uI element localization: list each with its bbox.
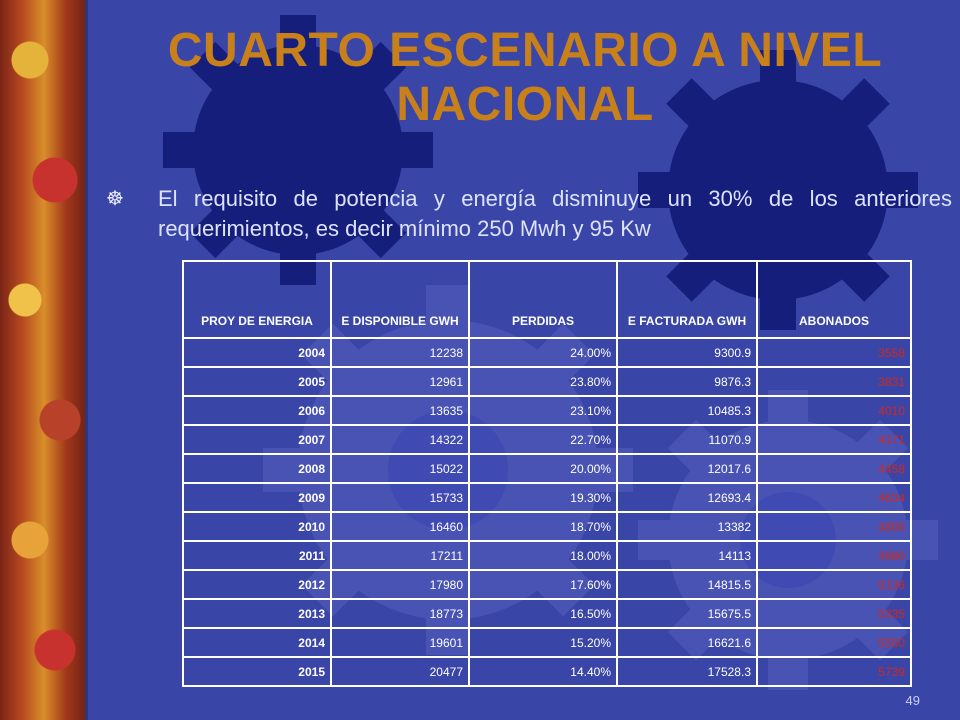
- cell-e-disponible: 18773: [330, 598, 470, 629]
- cell-e-disponible: 17980: [330, 569, 470, 600]
- bullet-point: ☸ El requisito de potencia y energía dis…: [106, 184, 952, 244]
- cell-year: 2006: [182, 395, 332, 426]
- wheel-bullet-icon: ☸: [106, 188, 124, 210]
- table-row: 2006 13635 23.10% 10485.3 4010: [182, 395, 912, 426]
- header-e-facturada: E FACTURADA GWH: [616, 260, 758, 339]
- cell-year: 2012: [182, 569, 332, 600]
- cell-perdidas: 14.40%: [468, 656, 618, 687]
- cell-e-disponible: 15733: [330, 482, 470, 513]
- cell-abonados: 3558: [756, 337, 912, 368]
- cell-e-disponible: 17211: [330, 540, 470, 571]
- cell-e-facturada: 14113: [616, 540, 758, 571]
- cell-e-facturada: 14815.5: [616, 569, 758, 600]
- cell-e-disponible: 19601: [330, 627, 470, 658]
- decorative-left-strip: [0, 0, 88, 720]
- cell-e-facturada: 10485.3: [616, 395, 758, 426]
- cell-perdidas: 22.70%: [468, 424, 618, 455]
- cell-year: 2008: [182, 453, 332, 484]
- cell-year: 2009: [182, 482, 332, 513]
- table-row: 2007 14322 22.70% 11070.9 4171: [182, 424, 912, 455]
- table-row: 2009 15733 19.30% 12693.4 4634: [182, 482, 912, 513]
- cell-abonados: 4805: [756, 511, 912, 542]
- cell-abonados: 4458: [756, 453, 912, 484]
- cell-perdidas: 16.50%: [468, 598, 618, 629]
- cell-e-facturada: 9876.3: [616, 366, 758, 397]
- cell-perdidas: 18.00%: [468, 540, 618, 571]
- cell-year: 2014: [182, 627, 332, 658]
- cell-e-disponible: 12961: [330, 366, 470, 397]
- table-row: 2008 15022 20.00% 12017.6 4458: [182, 453, 912, 484]
- table-row: 2014 19601 15.20% 16621.6 5550: [182, 627, 912, 658]
- header-proy-energia: PROY DE ENERGIA: [182, 260, 332, 339]
- cell-e-disponible: 15022: [330, 453, 470, 484]
- cell-e-disponible: 12238: [330, 337, 470, 368]
- cell-e-facturada: 15675.5: [616, 598, 758, 629]
- cell-perdidas: 23.10%: [468, 395, 618, 426]
- cell-e-facturada: 12693.4: [616, 482, 758, 513]
- cell-e-facturada: 11070.9: [616, 424, 758, 455]
- cell-year: 2007: [182, 424, 332, 455]
- cell-perdidas: 18.70%: [468, 511, 618, 542]
- header-abonados: ABONADOS: [756, 260, 912, 339]
- cell-e-disponible: 16460: [330, 511, 470, 542]
- cell-e-facturada: 12017.6: [616, 453, 758, 484]
- cell-abonados: 4171: [756, 424, 912, 455]
- cell-year: 2015: [182, 656, 332, 687]
- cell-year: 2004: [182, 337, 332, 368]
- cell-abonados: 5335: [756, 598, 912, 629]
- cell-abonados: 3831: [756, 366, 912, 397]
- table-header-row: PROY DE ENERGIA E DISPONIBLE GWH PERDIDA…: [182, 260, 912, 339]
- cell-abonados: 5739: [756, 656, 912, 687]
- cell-abonados: 4634: [756, 482, 912, 513]
- cell-year: 2010: [182, 511, 332, 542]
- cell-abonados: 4010: [756, 395, 912, 426]
- cell-year: 2011: [182, 540, 332, 571]
- cell-perdidas: 15.20%: [468, 627, 618, 658]
- table-row: 2011 17211 18.00% 14113 4980: [182, 540, 912, 571]
- header-perdidas: PERDIDAS: [468, 260, 618, 339]
- cell-abonados: 5550: [756, 627, 912, 658]
- cell-e-disponible: 20477: [330, 656, 470, 687]
- cell-perdidas: 20.00%: [468, 453, 618, 484]
- table-row: 2005 12961 23.80% 9876.3 3831: [182, 366, 912, 397]
- cell-perdidas: 24.00%: [468, 337, 618, 368]
- cell-abonados: 4980: [756, 540, 912, 571]
- table-row: 2012 17980 17.60% 14815.5 5136: [182, 569, 912, 600]
- cell-e-facturada: 17528.3: [616, 656, 758, 687]
- cell-e-facturada: 9300.9: [616, 337, 758, 368]
- page-number: 49: [905, 693, 920, 708]
- cell-e-facturada: 13382: [616, 511, 758, 542]
- cell-e-disponible: 13635: [330, 395, 470, 426]
- cell-perdidas: 23.80%: [468, 366, 618, 397]
- cell-perdidas: 19.30%: [468, 482, 618, 513]
- cell-e-disponible: 14322: [330, 424, 470, 455]
- table-row: 2015 20477 14.40% 17528.3 5739: [182, 656, 912, 687]
- bullet-text: El requisito de potencia y energía dismi…: [158, 186, 952, 241]
- table-row: 2004 12238 24.00% 9300.9 3558: [182, 337, 912, 368]
- cell-perdidas: 17.60%: [468, 569, 618, 600]
- energy-projection-table: PROY DE ENERGIA E DISPONIBLE GWH PERDIDA…: [182, 260, 912, 687]
- table-row: 2013 18773 16.50% 15675.5 5335: [182, 598, 912, 629]
- cell-e-facturada: 16621.6: [616, 627, 758, 658]
- cell-year: 2013: [182, 598, 332, 629]
- table-row: 2010 16460 18.70% 13382 4805: [182, 511, 912, 542]
- cell-abonados: 5136: [756, 569, 912, 600]
- cell-year: 2005: [182, 366, 332, 397]
- slide-title: CUARTO ESCENARIO A NIVEL NACIONAL: [167, 24, 883, 131]
- header-e-disponible: E DISPONIBLE GWH: [330, 260, 470, 339]
